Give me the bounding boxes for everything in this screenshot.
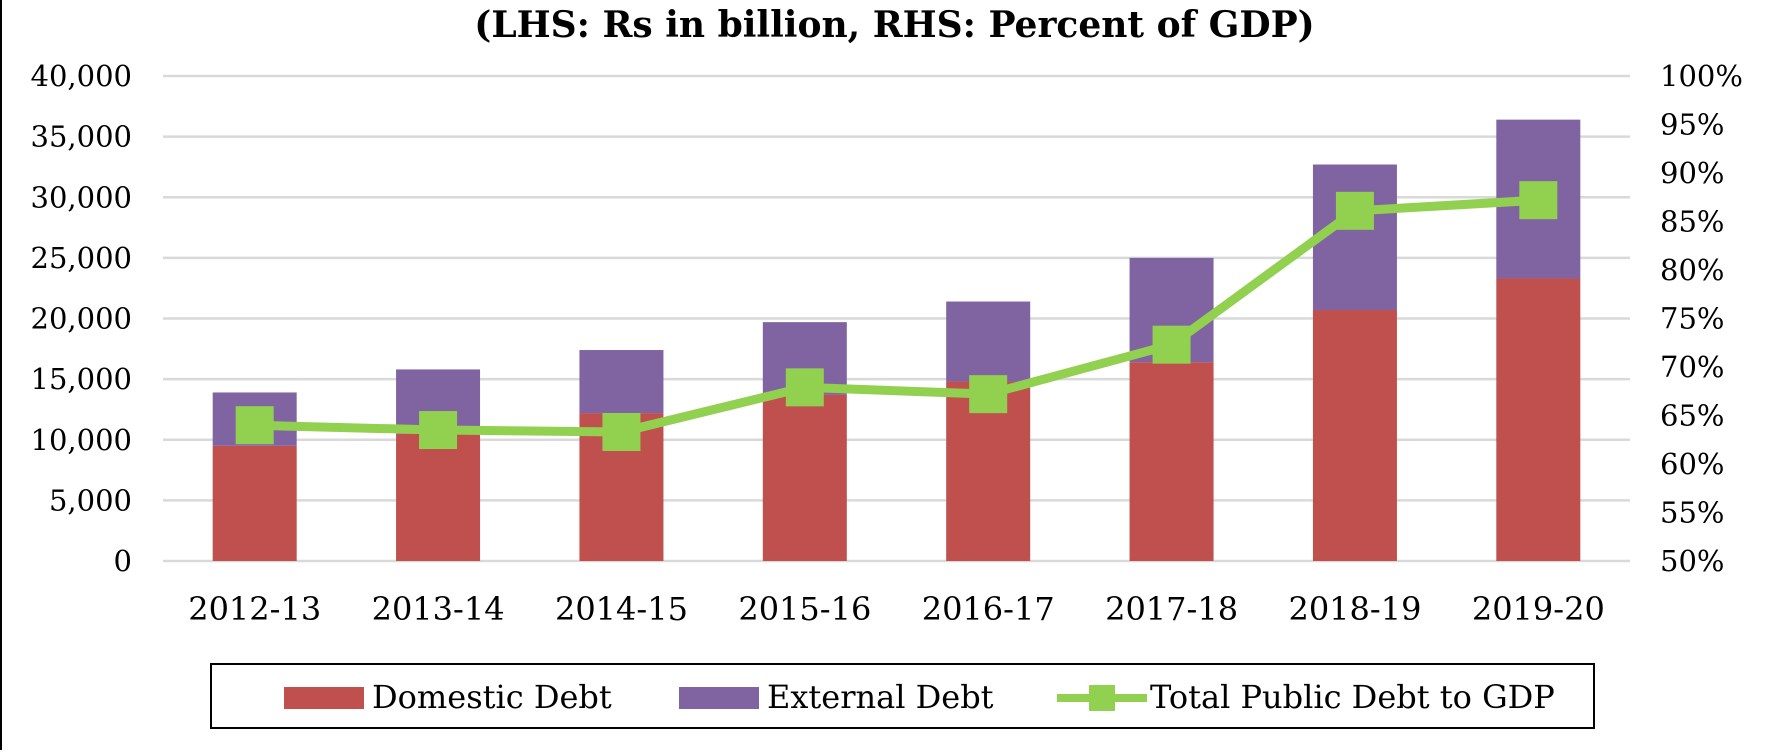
bar-domestic-2013-14 (396, 433, 481, 561)
bar-domestic-2012-13 (212, 445, 297, 561)
left-tick-label: 0 (114, 544, 132, 578)
line-point-2018-19 (1335, 191, 1374, 230)
category-label: 2012-13 (188, 590, 321, 628)
left-tick-label: 5,000 (49, 483, 132, 517)
bar-domestic-2019-20 (1496, 278, 1581, 561)
bars (212, 119, 1581, 561)
left-tick-label: 40,000 (31, 59, 132, 93)
left-tick-label: 25,000 (31, 241, 132, 275)
line-point-2017-18 (1152, 325, 1191, 364)
right-tick-label: 100% (1660, 59, 1743, 93)
left-tick-label: 20,000 (31, 302, 132, 336)
line-point-2019-20 (1519, 181, 1558, 220)
line-path (254, 195, 1539, 437)
legend-swatch-domestic (284, 687, 364, 709)
legend-label-external: External Debt (767, 678, 994, 716)
bar-domestic-2018-19 (1312, 310, 1397, 561)
right-tick-label: 95% (1660, 108, 1724, 142)
left-tick-label: 15,000 (31, 362, 132, 396)
category-label: 2017-18 (1105, 590, 1238, 628)
category-label: 2018-19 (1288, 590, 1421, 628)
category-label: 2013-14 (372, 590, 505, 628)
line-point-2016-17 (969, 375, 1008, 414)
legend: Domestic Debt External Debt Total Public… (210, 663, 1595, 729)
line-point-2012-13 (235, 406, 274, 445)
legend-label-line: Total Public Debt to GDP (1150, 678, 1555, 716)
legend-swatch-external (679, 687, 759, 709)
legend-label-domestic: Domestic Debt (372, 678, 612, 716)
left-tick-label: 30,000 (31, 180, 132, 214)
line-point-2013-14 (419, 411, 458, 450)
category-label: 2019-20 (1472, 590, 1605, 628)
legend-swatch-line (1057, 685, 1147, 711)
category-axis-labels: 2012-13 2013-14 2014-15 2015-16 2016-17 2017-… (188, 590, 1605, 628)
line-point-2014-15 (602, 412, 641, 451)
right-tick-label: 60% (1660, 447, 1724, 481)
category-label: 2015-16 (738, 590, 871, 628)
right-tick-label: 80% (1660, 253, 1724, 287)
right-tick-label: 70% (1660, 350, 1724, 384)
left-tick-label: 10,000 (31, 423, 132, 457)
bar-external-2016-17 (946, 301, 1031, 382)
category-label: 2014-15 (555, 590, 688, 628)
bar-external-2018-19 (1312, 164, 1397, 311)
right-tick-label: 50% (1660, 544, 1724, 578)
bar-domestic-2017-18 (1129, 362, 1214, 561)
right-tick-label: 75% (1660, 302, 1724, 336)
chart-subtitle: (LHS: Rs in billion, RHS: Percent of GDP… (474, 4, 1315, 46)
line-point-2015-16 (785, 368, 824, 407)
right-axis-ticks: 50% 55% 60% 65% 70% 75% 80% 85% 90% 95% 100% (1660, 59, 1743, 578)
bar-domestic-2015-16 (762, 394, 847, 561)
bar-external-2014-15 (579, 350, 664, 414)
left-tick-label: 35,000 (31, 120, 132, 154)
debt-to-gdp-line (235, 181, 1558, 451)
category-label: 2016-17 (922, 590, 1055, 628)
left-axis-ticks: 0 5,000 10,000 15,000 20,000 25,000 30,000 35,0… (31, 59, 132, 578)
gridlines (163, 74, 1630, 563)
right-tick-label: 85% (1660, 205, 1724, 239)
right-tick-label: 90% (1660, 156, 1724, 190)
chart-plot: 0 5,000 10,000 15,000 20,000 25,000 30,000 35,0… (31, 59, 1743, 628)
right-tick-label: 55% (1660, 496, 1724, 530)
right-tick-label: 65% (1660, 399, 1724, 433)
